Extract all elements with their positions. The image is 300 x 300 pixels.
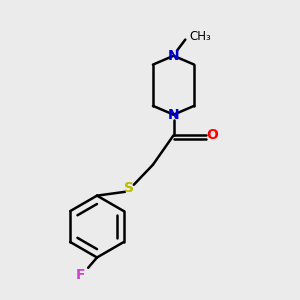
Text: N: N	[168, 49, 179, 63]
Text: S: S	[124, 181, 134, 195]
Text: N: N	[168, 108, 179, 122]
Text: F: F	[76, 268, 86, 282]
Text: CH₃: CH₃	[190, 30, 212, 43]
Text: O: O	[206, 128, 218, 142]
